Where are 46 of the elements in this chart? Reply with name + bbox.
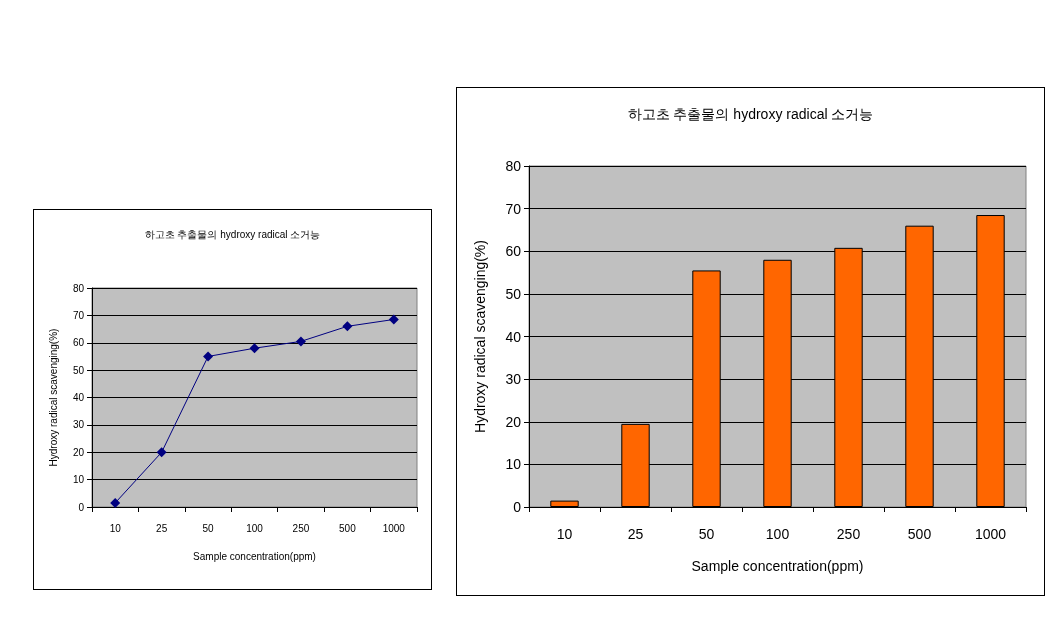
- y-axis-title: Hydroxy radical scavenging(%): [47, 328, 59, 467]
- y-tick-label: 10: [72, 474, 85, 486]
- y-tick-label: 0: [513, 499, 522, 515]
- y-tick-label: 60: [505, 243, 522, 260]
- y-tick-label: 40: [505, 328, 522, 345]
- y-tick-label: 20: [72, 446, 85, 458]
- point: [295, 336, 306, 347]
- point: [388, 314, 399, 325]
- y-tick-label: 50: [505, 285, 522, 302]
- x-tick-label: 25: [156, 522, 168, 534]
- point: [249, 343, 260, 354]
- x-axis-title: Sample concentration(ppm): [193, 550, 316, 562]
- x-tick-label: 100: [246, 522, 264, 534]
- y-tick-label: 20: [505, 413, 522, 430]
- point: [156, 447, 167, 458]
- y-axis-title: Hydroxy radical scavenging(%): [472, 240, 488, 433]
- y-tick-label: 30: [72, 419, 85, 431]
- x-tick-label: 250: [836, 526, 861, 542]
- x-axis-title: Sample concentration(ppm): [691, 558, 864, 574]
- y-tick-label: 70: [72, 309, 85, 321]
- y-tick-label: 40: [72, 392, 85, 403]
- x-tick-label: 500: [907, 526, 932, 542]
- chart-title: 하고초 추출물의 hydroxy radical 소거능: [144, 228, 321, 240]
- x-tick-label: 250: [292, 522, 310, 534]
- x-tick-label: 1000: [974, 526, 1007, 542]
- y-tick-label: 80: [505, 158, 522, 174]
- y-tick-label: 10: [505, 456, 522, 473]
- point: [110, 497, 121, 508]
- x-tick-label: 1000: [382, 522, 406, 534]
- x-tick-label: 50: [202, 522, 215, 534]
- y-tick-label: 0: [78, 501, 85, 513]
- x-tick-label: 10: [109, 522, 122, 534]
- x-tick-label: 100: [765, 526, 790, 542]
- x-tick-label: 25: [627, 526, 644, 542]
- point: [203, 351, 214, 362]
- y-tick-label: 70: [505, 200, 522, 217]
- bar: [550, 500, 579, 507]
- x-tick-label: 50: [698, 526, 715, 542]
- chart-title: 하고초 추출물의 hydroxy radical 소거능: [627, 106, 874, 122]
- y-tick-label: 60: [72, 337, 85, 349]
- x-tick-label: 500: [339, 522, 357, 534]
- x-tick-label: 10: [556, 526, 573, 542]
- y-tick-label: 50: [72, 364, 85, 376]
- y-tick-label: 30: [505, 371, 522, 388]
- point: [342, 321, 353, 332]
- y-tick-label: 80: [72, 282, 85, 294]
